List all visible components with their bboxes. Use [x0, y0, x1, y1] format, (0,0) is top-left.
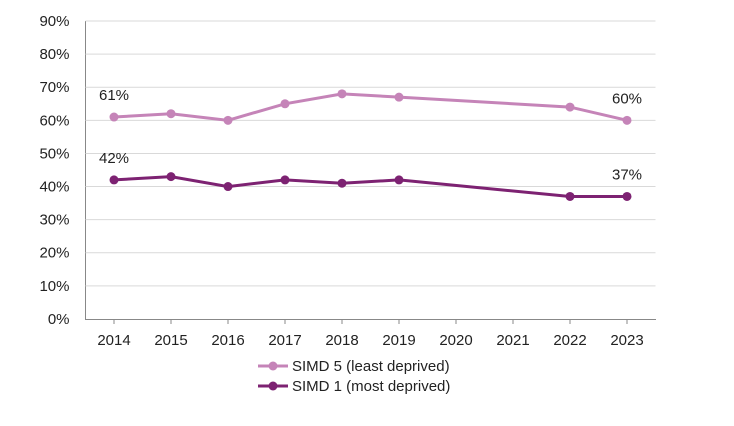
x-tick-label: 2018 [325, 332, 358, 349]
data-point [166, 109, 176, 119]
y-tick-label: 40% [39, 179, 69, 196]
legend-marker [268, 381, 278, 391]
x-tick-label: 2015 [154, 332, 187, 349]
y-tick-label: 70% [39, 79, 69, 96]
data-point [223, 115, 233, 125]
y-tick-label: 10% [39, 278, 69, 295]
y-tick-label: 90% [39, 13, 69, 30]
data-point [394, 175, 404, 185]
data-point [394, 92, 404, 102]
data-point [565, 102, 575, 112]
data-point [280, 99, 290, 109]
y-tick-label: 60% [39, 112, 69, 129]
x-tick-label: 2014 [97, 332, 130, 349]
data-point [109, 175, 119, 185]
x-tick-label: 2020 [439, 332, 472, 349]
y-tick-label: 30% [39, 212, 69, 229]
y-tick-label: 50% [39, 145, 69, 162]
data-point [622, 191, 632, 201]
x-tick-label: 2023 [610, 332, 643, 349]
data-label: 61% [99, 87, 129, 104]
x-tick-label: 2022 [553, 332, 586, 349]
legend-marker [268, 361, 278, 371]
data-point [337, 178, 347, 188]
data-point [280, 175, 290, 185]
y-tick-label: 80% [39, 46, 69, 63]
data-point [337, 89, 347, 99]
y-tick-label: 20% [39, 245, 69, 262]
x-tick-label: 2019 [382, 332, 415, 349]
data-point [223, 182, 233, 192]
data-label: 42% [99, 150, 129, 167]
data-label: 37% [612, 166, 642, 183]
y-tick-label: 0% [48, 311, 70, 328]
legend-label: SIMD 5 (least deprived) [292, 358, 450, 375]
series-line [113, 175, 627, 198]
x-tick-label: 2017 [268, 332, 301, 349]
data-point [109, 112, 119, 122]
x-tick-label: 2021 [496, 332, 529, 349]
legend-label: SIMD 1 (most deprived) [292, 378, 450, 395]
data-label: 60% [612, 90, 642, 107]
x-tick-label: 2016 [211, 332, 244, 349]
data-point [565, 191, 575, 201]
data-point [166, 172, 176, 182]
data-point [622, 115, 632, 125]
series-line [113, 92, 628, 122]
